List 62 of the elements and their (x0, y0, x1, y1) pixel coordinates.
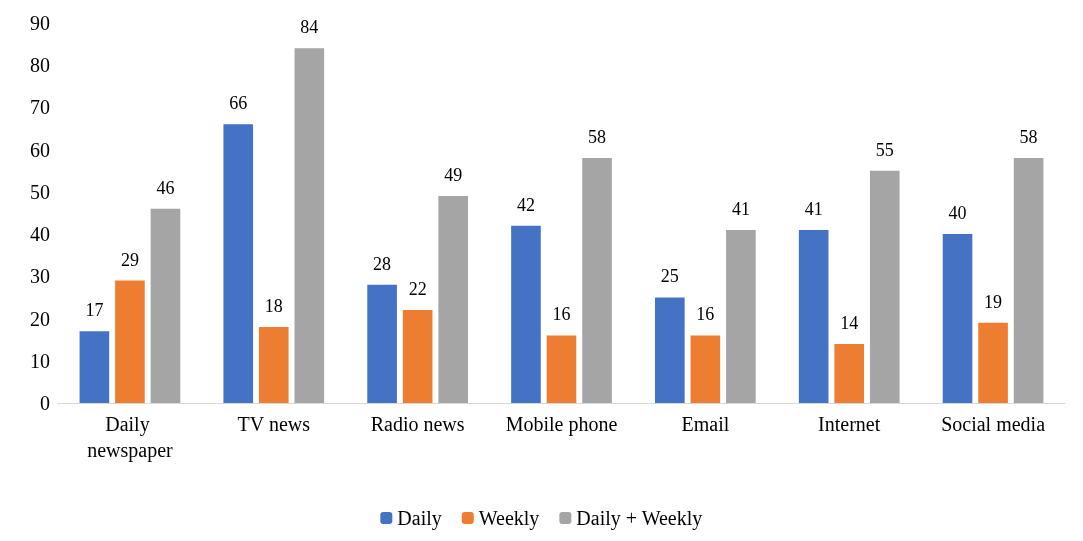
data-label: 29 (120, 249, 139, 270)
bar (726, 229, 756, 403)
bar (150, 208, 181, 403)
x-tick-label: Daily newspaper (87, 413, 174, 462)
x-tick-label: Internet (818, 413, 881, 435)
data-label: 18 (264, 296, 283, 316)
data-label: 58 (1019, 127, 1038, 148)
bar (402, 310, 433, 403)
data-label: 19 (984, 291, 1003, 312)
data-label: 46 (156, 177, 175, 198)
y-tick-label: 0 (40, 392, 50, 414)
y-tick-label: 80 (30, 54, 50, 77)
data-label: 40 (948, 203, 967, 224)
data-label: 55 (875, 139, 894, 160)
y-tick-label: 90 (30, 12, 50, 34)
bar (79, 331, 110, 403)
y-tick-label: 60 (30, 138, 50, 161)
y-tick-label: 50 (30, 180, 50, 203)
data-label: 17 (85, 300, 104, 321)
bar (798, 229, 829, 403)
bar (438, 196, 468, 403)
data-label: 28 (373, 253, 392, 274)
y-tick-label: 70 (30, 96, 50, 119)
data-label: 16 (696, 304, 715, 325)
bar (546, 335, 577, 403)
data-label: 42 (516, 194, 535, 215)
data-label: 58 (588, 127, 607, 148)
bar (258, 327, 289, 403)
bar (690, 335, 721, 403)
data-label: 41 (804, 198, 823, 219)
bar (582, 158, 612, 403)
bar (115, 280, 145, 403)
x-tick-label: TV news (237, 413, 311, 435)
data-label: 14 (840, 312, 859, 333)
bar (869, 170, 900, 403)
data-label: 41 (731, 198, 750, 219)
bar (294, 48, 325, 403)
x-tick-label: Social media (941, 413, 1046, 435)
bar (511, 225, 541, 403)
data-label: 22 (408, 279, 427, 300)
bar (1013, 158, 1044, 403)
data-label: 16 (552, 304, 571, 325)
data-label: 66 (229, 93, 248, 114)
y-tick-label: 40 (30, 223, 50, 246)
data-label: 49 (444, 165, 463, 186)
data-label: 25 (660, 266, 679, 287)
legend-label: Daily + Weekly (576, 507, 703, 530)
x-tick-label: Mobile phone (505, 413, 618, 436)
legend-label: Weekly (478, 507, 540, 530)
y-tick-label: 20 (30, 307, 50, 330)
bar (367, 284, 397, 403)
legend-label: Daily (397, 507, 442, 530)
bar (942, 234, 973, 403)
bar (655, 297, 685, 403)
bar (978, 322, 1008, 403)
bar (834, 343, 865, 403)
y-tick-label: 30 (30, 265, 50, 288)
x-tick-label: Email (681, 413, 730, 435)
y-tick-label: 10 (30, 349, 50, 372)
x-tick-label: Radio news (370, 413, 465, 435)
bar (223, 124, 254, 403)
data-label: 84 (300, 17, 319, 38)
